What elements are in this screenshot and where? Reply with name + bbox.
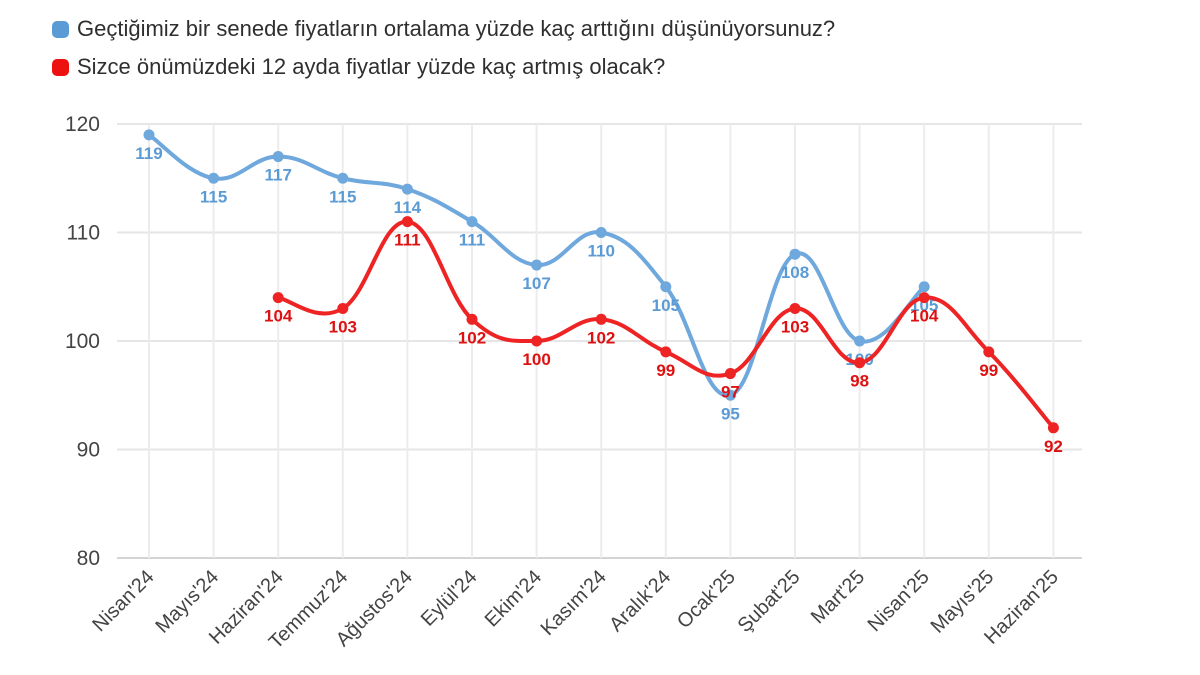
data-label: 103 (781, 317, 809, 336)
data-label: 107 (522, 274, 550, 293)
x-tick-label: Aralık'24 (605, 566, 675, 636)
data-label: 103 (329, 317, 357, 336)
data-label: 111 (459, 231, 486, 250)
data-label: 119 (135, 144, 162, 163)
x-tick-label: Mart'25 (807, 566, 869, 628)
y-tick-label: 90 (77, 439, 100, 462)
legend-swatch-blue (52, 20, 69, 38)
data-label: 97 (721, 383, 740, 402)
data-label: 98 (850, 372, 869, 391)
y-tick-label: 110 (67, 222, 100, 245)
data-point[interactable] (983, 346, 995, 358)
data-label: 104 (910, 307, 939, 326)
data-label: 115 (329, 187, 356, 206)
data-point[interactable] (595, 313, 607, 325)
legend-item-past-year[interactable]: Geçtiğimiz bir senede fiyatların ortalam… (52, 10, 835, 48)
x-tick-label: Nisan'25 (864, 566, 934, 636)
data-label: 111 (394, 231, 421, 250)
data-point[interactable] (724, 389, 736, 401)
data-point[interactable] (789, 248, 801, 260)
data-point[interactable] (337, 302, 349, 314)
data-point[interactable] (854, 357, 866, 369)
data-point[interactable] (208, 172, 220, 184)
y-tick-label: 120 (65, 113, 100, 136)
data-point[interactable] (1047, 422, 1059, 434)
data-point[interactable] (918, 292, 930, 304)
y-tick-label: 80 (77, 547, 100, 570)
data-point[interactable] (143, 129, 155, 141)
legend-label-past-year: Geçtiğimiz bir senede fiyatların ortalam… (77, 16, 836, 41)
legend: Geçtiğimiz bir senede fiyatların ortalam… (52, 10, 835, 86)
data-point[interactable] (789, 302, 801, 314)
data-point[interactable] (660, 346, 672, 358)
x-tick-label: Ekim'24 (481, 566, 546, 631)
x-tick-label: Ocak'25 (673, 566, 740, 633)
data-point[interactable] (401, 183, 413, 195)
data-point[interactable] (595, 227, 607, 238)
data-point[interactable] (272, 292, 284, 304)
data-point[interactable] (337, 172, 349, 184)
data-label: 102 (587, 328, 615, 347)
data-point[interactable] (854, 335, 866, 347)
data-label: 99 (656, 361, 675, 380)
data-label: 117 (264, 166, 291, 185)
y-tick-label: 100 (65, 330, 100, 353)
data-label: 92 (1044, 437, 1063, 456)
x-tick-label: Eylül'24 (417, 566, 482, 631)
data-point[interactable] (466, 216, 478, 228)
data-point[interactable] (466, 313, 478, 325)
x-tick-label: Şubat'25 (734, 566, 805, 637)
data-point[interactable] (401, 216, 413, 228)
data-point[interactable] (724, 368, 736, 380)
data-label: 104 (264, 307, 293, 326)
data-label: 95 (721, 404, 740, 423)
data-label: 100 (522, 350, 550, 369)
data-label: 115 (200, 187, 227, 206)
data-point[interactable] (660, 281, 672, 293)
data-label: 114 (394, 198, 422, 217)
data-label: 102 (458, 328, 486, 347)
data-point[interactable] (531, 335, 543, 347)
data-label: 110 (587, 242, 614, 261)
data-label: 105 (652, 296, 680, 315)
legend-item-next-12-months[interactable]: Sizce önümüzdeki 12 ayda fiyatlar yüzde … (52, 48, 835, 86)
data-point[interactable] (918, 281, 930, 293)
legend-swatch-red (52, 58, 69, 76)
data-point[interactable] (272, 151, 284, 163)
data-label: 99 (979, 361, 998, 380)
x-tick-label: Kasım'24 (537, 566, 611, 640)
data-label: 108 (781, 263, 809, 282)
x-tick-label: Nisan'24 (88, 566, 158, 636)
legend-label-next-12-months: Sizce önümüzdeki 12 ayda fiyatlar yüzde … (77, 54, 666, 79)
data-point[interactable] (531, 259, 543, 271)
